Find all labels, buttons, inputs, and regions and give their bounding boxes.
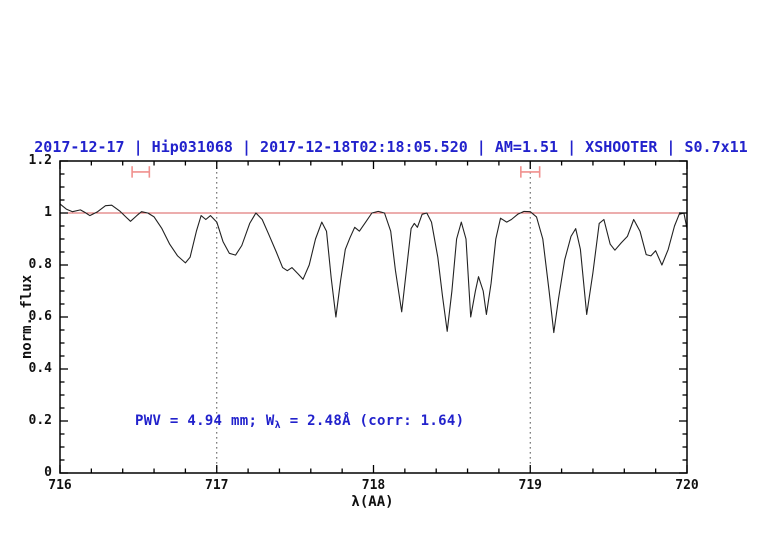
x-tick-label: 719 — [518, 478, 542, 493]
x-tick-label: 716 — [48, 478, 72, 493]
y-tick-label: 0.6 — [28, 309, 52, 324]
x-axis-label: λ(AA) — [351, 494, 394, 510]
x-tick-label: 718 — [361, 478, 386, 493]
pwv-annotation: PWV = 4.94 mm; Wλ = 2.48Å (corr: 1.64) — [135, 413, 464, 431]
y-tick-label: 0.8 — [28, 257, 52, 272]
y-tick-label: 1.2 — [28, 153, 52, 168]
plot-title: 2017-12-17 | Hip031068 | 2017-12-18T02:1… — [34, 138, 748, 156]
pwv-annotation-text-2: = 2.48Å (corr: 1.64) — [281, 413, 465, 429]
y-tick-label: 1 — [44, 205, 52, 220]
x-tick-label: 720 — [675, 478, 699, 493]
x-tick-label: 717 — [205, 478, 229, 493]
pwv-annotation-text: PWV = 4.94 mm; W — [135, 413, 275, 429]
y-tick-label: 0.2 — [28, 413, 52, 428]
y-tick-label: 0.4 — [28, 361, 52, 376]
spectrum-curve — [59, 203, 688, 334]
lambda-subscript: λ — [274, 420, 281, 431]
y-tick-label: 0 — [44, 465, 52, 480]
